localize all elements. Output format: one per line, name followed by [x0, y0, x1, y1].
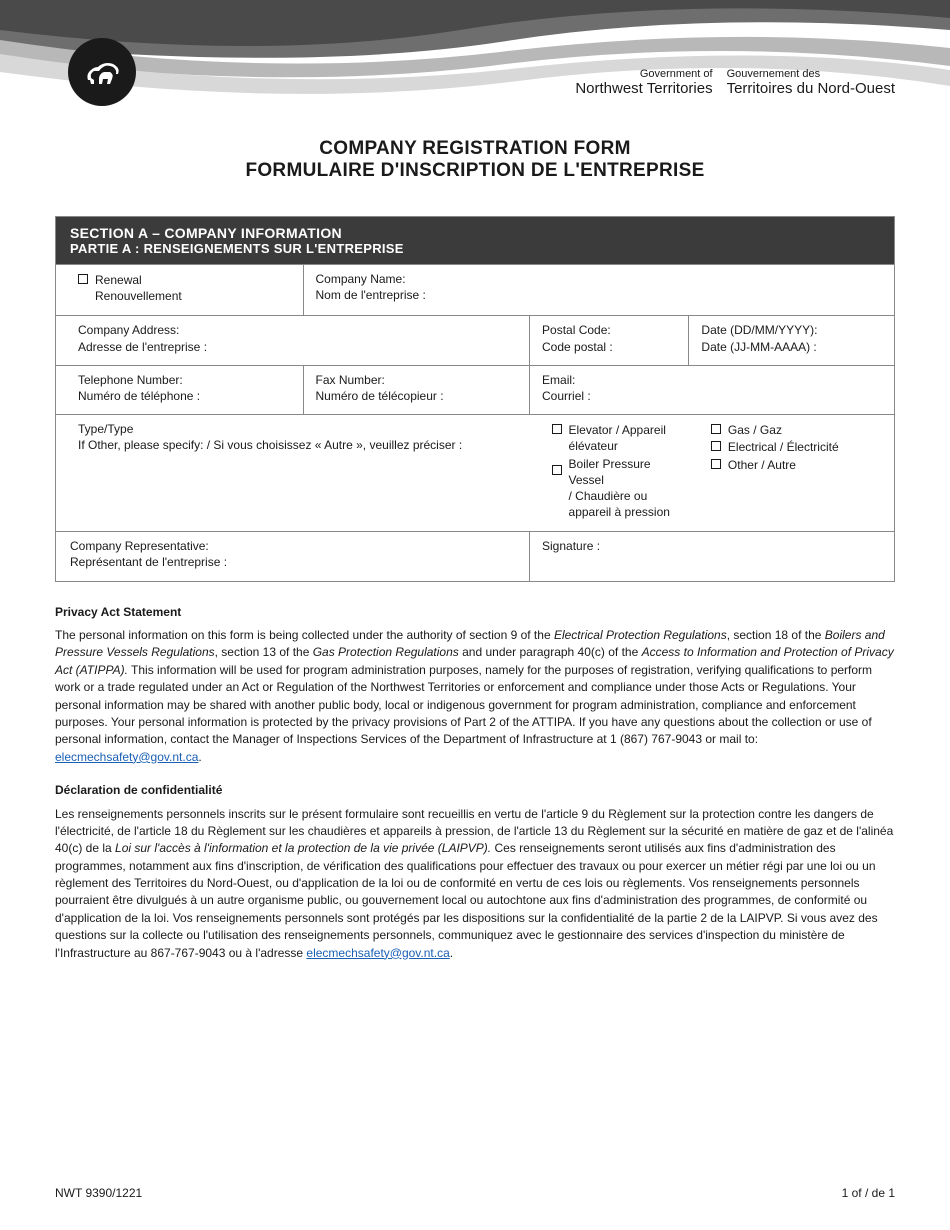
- cell-type[interactable]: Type/Type If Other, please specify: / Si…: [56, 415, 530, 532]
- section-a-heading-fr: PARTIE A : RENSEIGNEMENTS SUR L'ENTREPRI…: [70, 241, 880, 256]
- checkbox-electrical[interactable]: [711, 441, 721, 451]
- privacy-text-en: The personal information on this form is…: [55, 627, 895, 766]
- cell-address[interactable]: Company Address: Adresse de l'entreprise…: [56, 316, 530, 365]
- gov-en-large: Northwest Territories: [575, 80, 712, 97]
- content: SECTION A – COMPANY INFORMATION PARTIE A…: [0, 216, 950, 962]
- section-a-table: Renewal Renouvellement Company Name: Nom…: [55, 264, 895, 582]
- header-text: Government of Northwest Territories Gouv…: [575, 68, 895, 97]
- footer-page-number: 1 of / de 1: [842, 1186, 895, 1200]
- footer: NWT 9390/1221 1 of / de 1: [55, 1186, 895, 1200]
- opt-boiler-l1: Boiler Pressure Vessel: [569, 456, 679, 488]
- cell-representative[interactable]: Company Representative: Représentant de …: [56, 532, 530, 581]
- cell-type-options-1: Elevator / Appareil élévateur Boiler Pre…: [530, 415, 689, 532]
- polar-bear-icon: [80, 50, 124, 94]
- title-en: COMPANY REGISTRATION FORM: [0, 138, 950, 160]
- footer-form-number: NWT 9390/1221: [55, 1186, 142, 1200]
- opt-electrical: Electrical / Électricité: [728, 439, 839, 455]
- address-en: Company Address:: [78, 322, 519, 338]
- cell-date[interactable]: Date (DD/MM/YYYY): Date (JJ-MM-AAAA) :: [689, 316, 895, 365]
- checkbox-renewal[interactable]: [78, 274, 88, 284]
- gov-fr-small: Gouvernement des: [727, 68, 895, 80]
- date-en: Date (DD/MM/YYYY):: [701, 322, 884, 338]
- checkbox-boiler[interactable]: [552, 465, 562, 475]
- cell-renewal: Renewal Renouvellement: [56, 265, 304, 316]
- cell-postal[interactable]: Postal Code: Code postal :: [530, 316, 689, 365]
- tel-fr: Numéro de téléphone :: [78, 388, 293, 404]
- opt-gas: Gas / Gaz: [728, 422, 782, 438]
- privacy-text-fr: Les renseignements personnels inscrits s…: [55, 806, 895, 963]
- gov-fr-large: Territoires du Nord-Ouest: [727, 80, 895, 97]
- cell-signature[interactable]: Signature :: [530, 532, 895, 581]
- section-a-heading-en: SECTION A – COMPANY INFORMATION: [70, 225, 880, 241]
- renewal-en: Renewal: [95, 272, 182, 288]
- email-link-fr[interactable]: elecmechsafety@gov.nt.ca: [306, 946, 449, 960]
- cell-company-name[interactable]: Company Name: Nom de l'entreprise :: [303, 265, 895, 316]
- cell-type-options-2: Gas / Gaz Electrical / Électricité Other…: [689, 415, 895, 532]
- postal-en: Postal Code:: [542, 322, 678, 338]
- gnwt-logo: [68, 38, 136, 106]
- type-label: Type/Type: [78, 421, 520, 437]
- privacy-section: Privacy Act Statement The personal infor…: [55, 604, 895, 962]
- gov-en-small: Government of: [575, 68, 712, 80]
- postal-fr: Code postal :: [542, 339, 678, 355]
- rep-fr: Représentant de l'entreprise :: [70, 554, 519, 570]
- section-a-header: SECTION A – COMPANY INFORMATION PARTIE A…: [55, 216, 895, 264]
- header-band: Government of Northwest Territories Gouv…: [0, 0, 950, 110]
- rep-en: Company Representative:: [70, 538, 519, 554]
- cell-telephone[interactable]: Telephone Number: Numéro de téléphone :: [56, 365, 304, 414]
- checkbox-elevator[interactable]: [552, 424, 562, 434]
- type-other-label: If Other, please specify: / Si vous choi…: [78, 437, 520, 453]
- opt-elevator: Elevator / Appareil élévateur: [569, 422, 679, 454]
- fax-en: Fax Number:: [316, 372, 520, 388]
- opt-boiler-l2: / Chaudière ou appareil à pression: [569, 488, 679, 520]
- tel-en: Telephone Number:: [78, 372, 293, 388]
- checkbox-gas[interactable]: [711, 424, 721, 434]
- signature-label: Signature :: [542, 539, 600, 553]
- address-fr: Adresse de l'entreprise :: [78, 339, 519, 355]
- date-fr: Date (JJ-MM-AAAA) :: [701, 339, 884, 355]
- fax-fr: Numéro de télécopieur :: [316, 388, 520, 404]
- email-link-en[interactable]: elecmechsafety@gov.nt.ca: [55, 750, 198, 764]
- opt-other: Other / Autre: [728, 457, 796, 473]
- privacy-heading-fr: Déclaration de confidentialité: [55, 782, 895, 799]
- cell-email[interactable]: Email: Courriel :: [530, 365, 895, 414]
- renewal-fr: Renouvellement: [95, 288, 182, 304]
- page-title: COMPANY REGISTRATION FORM FORMULAIRE D'I…: [0, 138, 950, 182]
- cell-fax[interactable]: Fax Number: Numéro de télécopieur :: [303, 365, 530, 414]
- company-name-en: Company Name:: [316, 271, 885, 287]
- privacy-heading-en: Privacy Act Statement: [55, 604, 895, 621]
- company-name-fr: Nom de l'entreprise :: [316, 287, 885, 303]
- title-fr: FORMULAIRE D'INSCRIPTION DE L'ENTREPRISE: [0, 160, 950, 182]
- email-en: Email:: [542, 372, 884, 388]
- email-fr: Courriel :: [542, 388, 884, 404]
- checkbox-other[interactable]: [711, 459, 721, 469]
